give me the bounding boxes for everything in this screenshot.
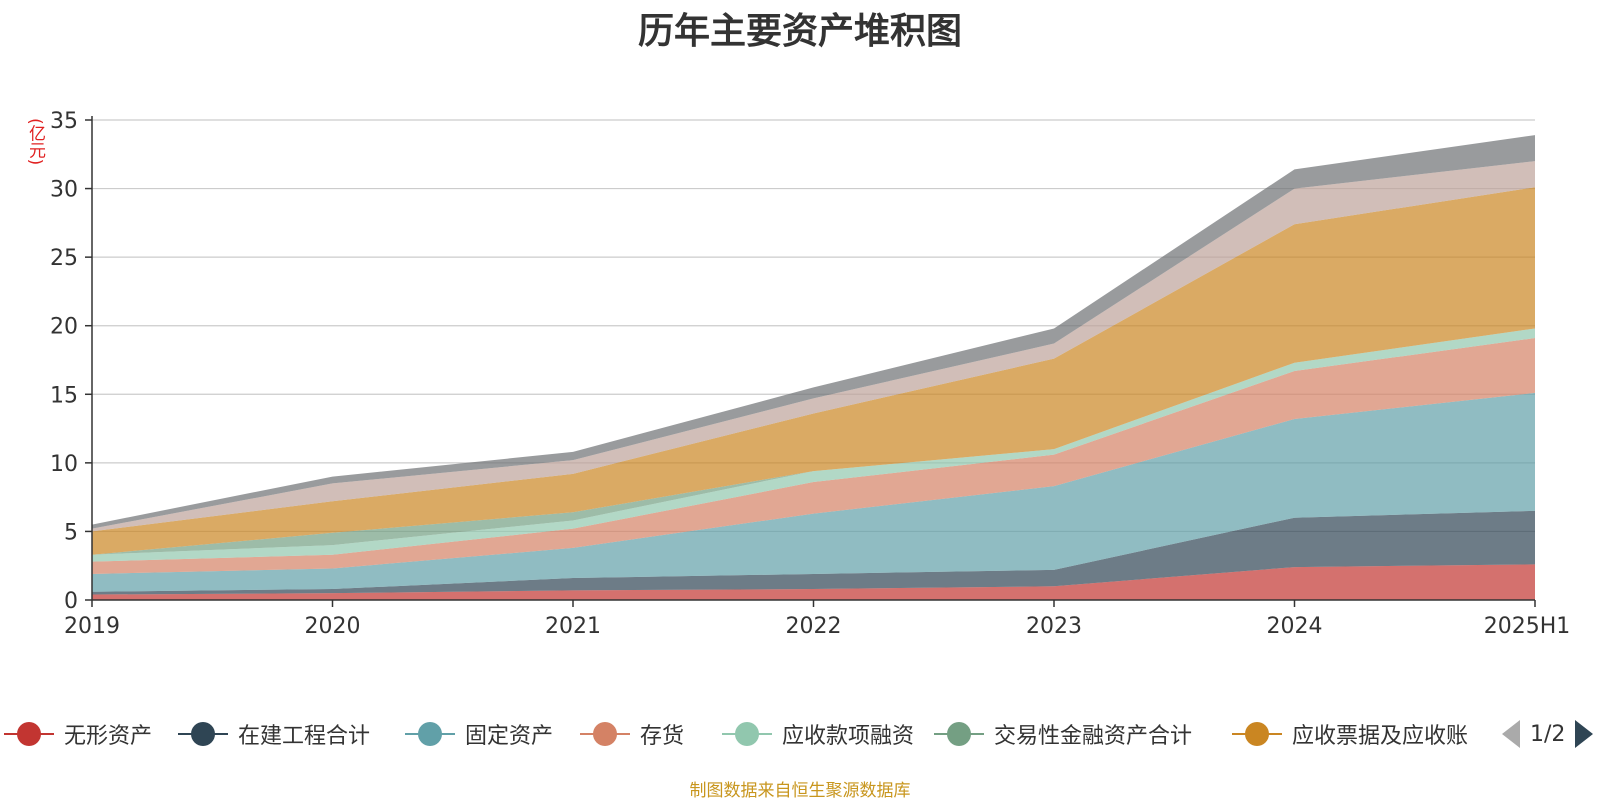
y-tick-label: 15 — [50, 383, 78, 408]
legend-marker-icon — [4, 722, 54, 746]
y-tick-label: 0 — [64, 589, 78, 614]
legend-marker-icon — [722, 722, 772, 746]
legend-marker-icon — [580, 722, 630, 746]
area-series-8 — [92, 135, 1535, 529]
legend-item[interactable]: 固定资产 — [405, 716, 553, 752]
x-tick-label: 2021 — [545, 614, 601, 639]
next-page-icon[interactable] — [1575, 720, 1594, 748]
source-note: 制图数据来自恒生聚源数据库 — [689, 781, 911, 801]
area-series-6 — [92, 187, 1535, 555]
y-tick-label: 35 — [50, 109, 78, 134]
legend-item[interactable]: 存货 — [580, 716, 684, 752]
legend-marker-icon — [405, 722, 455, 746]
area-series-2 — [92, 392, 1535, 592]
legend-marker-icon — [178, 722, 228, 746]
legend-item[interactable]: 无形资产 — [4, 716, 152, 752]
chart-title: 历年主要资产堆积图 — [637, 11, 962, 52]
y-tick-label: 25 — [50, 246, 78, 271]
area-series-7 — [92, 161, 1535, 532]
prev-page-icon[interactable] — [1502, 720, 1520, 748]
x-tick-label: 2019 — [64, 614, 120, 639]
y-tick-label: 5 — [64, 520, 78, 545]
area-series-0 — [92, 564, 1535, 600]
y-tick-label: 10 — [50, 452, 78, 477]
x-tick-label: 2023 — [1026, 614, 1082, 639]
legend-label: 在建工程合计 — [238, 724, 371, 749]
x-tick-label: 2022 — [786, 614, 842, 639]
legend-page-indicator: 1/2 — [1530, 721, 1566, 747]
legend-label: 交易性金融资产合计 — [994, 724, 1193, 749]
area-series-4 — [92, 328, 1535, 562]
x-tick-label: 2024 — [1267, 614, 1323, 639]
legend-marker-icon — [1232, 722, 1282, 746]
legend-marker-icon — [934, 722, 984, 746]
chart-legend: 无形资产 在建工程合计 固定资产 存货 应收款项融资 交易性金融资产合计 应收票据及应收账 — [0, 716, 1600, 752]
legend-item[interactable]: 应收款项融资 — [722, 716, 914, 752]
legend-label: 存货 — [640, 724, 685, 749]
legend-item[interactable]: 应收票据及应收账 — [1232, 716, 1468, 752]
legend-item[interactable]: 交易性金融资产合计 — [934, 716, 1192, 752]
x-tick-label: 2020 — [305, 614, 361, 639]
y-tick-label: 20 — [50, 315, 78, 340]
area-series-3 — [92, 338, 1535, 574]
legend-label: 应收款项融资 — [782, 724, 915, 749]
y-axis-unit-label: (亿元) — [25, 118, 45, 166]
legend-item[interactable]: 在建工程合计 — [178, 716, 370, 752]
area-series-1 — [92, 510, 1535, 595]
y-tick-label: 30 — [50, 178, 78, 203]
legend-pager: 1/2 — [1502, 716, 1594, 752]
legend-label: 固定资产 — [465, 724, 554, 749]
legend-label: 应收票据及应收账 — [1292, 724, 1469, 749]
x-tick-label: 2025H1 — [1484, 614, 1571, 639]
legend-label: 无形资产 — [64, 724, 153, 749]
